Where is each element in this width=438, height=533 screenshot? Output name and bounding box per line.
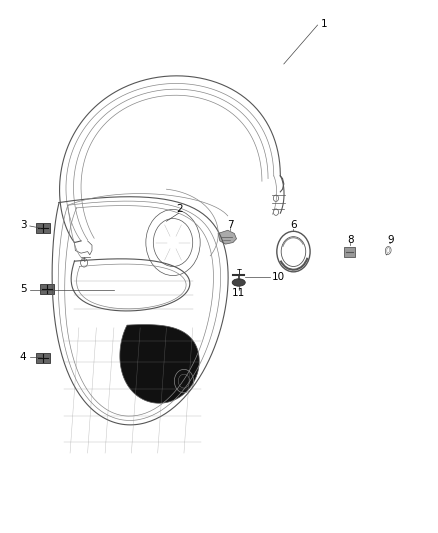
- Text: 3: 3: [20, 220, 27, 230]
- Bar: [36, 223, 50, 233]
- Text: 5: 5: [20, 284, 27, 294]
- Text: 10: 10: [272, 272, 285, 282]
- Text: 7: 7: [226, 220, 233, 230]
- Polygon shape: [120, 325, 199, 403]
- Text: 4: 4: [20, 352, 27, 362]
- Text: 11: 11: [232, 288, 245, 298]
- Text: 9: 9: [387, 235, 394, 245]
- Ellipse shape: [232, 279, 245, 286]
- Bar: [40, 284, 54, 294]
- Text: 8: 8: [347, 235, 354, 245]
- Bar: [36, 353, 50, 364]
- Text: т: т: [236, 268, 241, 276]
- Text: 2: 2: [176, 204, 183, 214]
- Polygon shape: [218, 230, 237, 244]
- Text: 6: 6: [290, 220, 297, 230]
- Text: 1: 1: [321, 19, 328, 29]
- Bar: [344, 247, 355, 257]
